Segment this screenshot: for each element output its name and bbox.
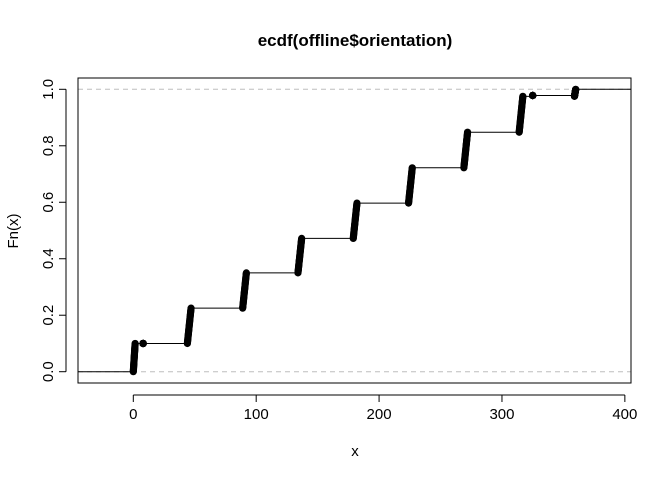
y-axis: 0.0 0.2 0.4 0.6 0.8 1.0 [40,79,67,382]
x-tick-label: 400 [612,406,637,423]
y-tick-label: 0.6 [40,192,57,213]
jump-point [572,85,580,93]
jump-point [529,91,537,100]
jump-point [463,128,472,136]
jump-point [139,339,147,348]
jump-points [129,85,580,376]
jump-point [408,164,416,172]
chart-title: ecdf(offline$orientation) [258,31,453,50]
x-tick-label: 100 [244,406,269,423]
x-axis: 0 100 200 300 400 [129,394,637,423]
y-tick-label: 0.2 [40,305,57,326]
x-tick-label: 300 [489,406,514,423]
x-tick-label: 0 [129,406,137,423]
x-tick-label: 200 [367,406,392,423]
jump-point [187,304,195,312]
y-tick-label: 1.0 [40,79,57,100]
jump-point [242,269,250,277]
reference-lines [78,88,631,373]
y-tick-label: 0.8 [40,135,57,156]
y-tick-label: 0.4 [40,248,57,269]
x-axis-label: x [351,443,359,460]
y-axis-label: Fn(x) [5,214,22,249]
jump-point [519,92,527,100]
plot-frame [77,77,632,384]
y-tick-label: 0.0 [40,361,57,382]
jump-point [298,234,306,243]
jump-point [353,199,361,207]
jump-point [131,339,139,348]
